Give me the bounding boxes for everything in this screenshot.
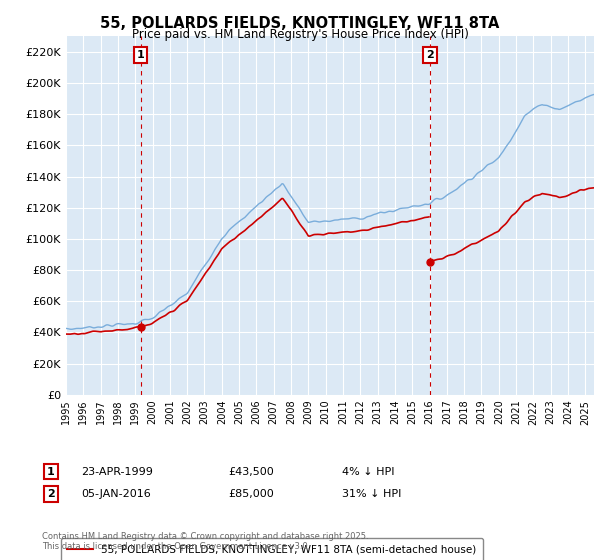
Text: 2: 2 xyxy=(47,489,55,499)
Text: Contains HM Land Registry data © Crown copyright and database right 2025.
This d: Contains HM Land Registry data © Crown c… xyxy=(42,532,368,552)
Text: 31% ↓ HPI: 31% ↓ HPI xyxy=(342,489,401,499)
Text: 23-APR-1999: 23-APR-1999 xyxy=(81,466,153,477)
Text: 1: 1 xyxy=(137,50,145,60)
Text: £43,500: £43,500 xyxy=(228,466,274,477)
Legend: 55, POLLARDS FIELDS, KNOTTINGLEY, WF11 8TA (semi-detached house), HPI: Average p: 55, POLLARDS FIELDS, KNOTTINGLEY, WF11 8… xyxy=(61,538,483,560)
Text: 2: 2 xyxy=(426,50,434,60)
Text: 55, POLLARDS FIELDS, KNOTTINGLEY, WF11 8TA: 55, POLLARDS FIELDS, KNOTTINGLEY, WF11 8… xyxy=(100,16,500,31)
Text: 4% ↓ HPI: 4% ↓ HPI xyxy=(342,466,395,477)
Text: 05-JAN-2016: 05-JAN-2016 xyxy=(81,489,151,499)
Text: Price paid vs. HM Land Registry's House Price Index (HPI): Price paid vs. HM Land Registry's House … xyxy=(131,28,469,41)
Text: £85,000: £85,000 xyxy=(228,489,274,499)
Text: 1: 1 xyxy=(47,466,55,477)
